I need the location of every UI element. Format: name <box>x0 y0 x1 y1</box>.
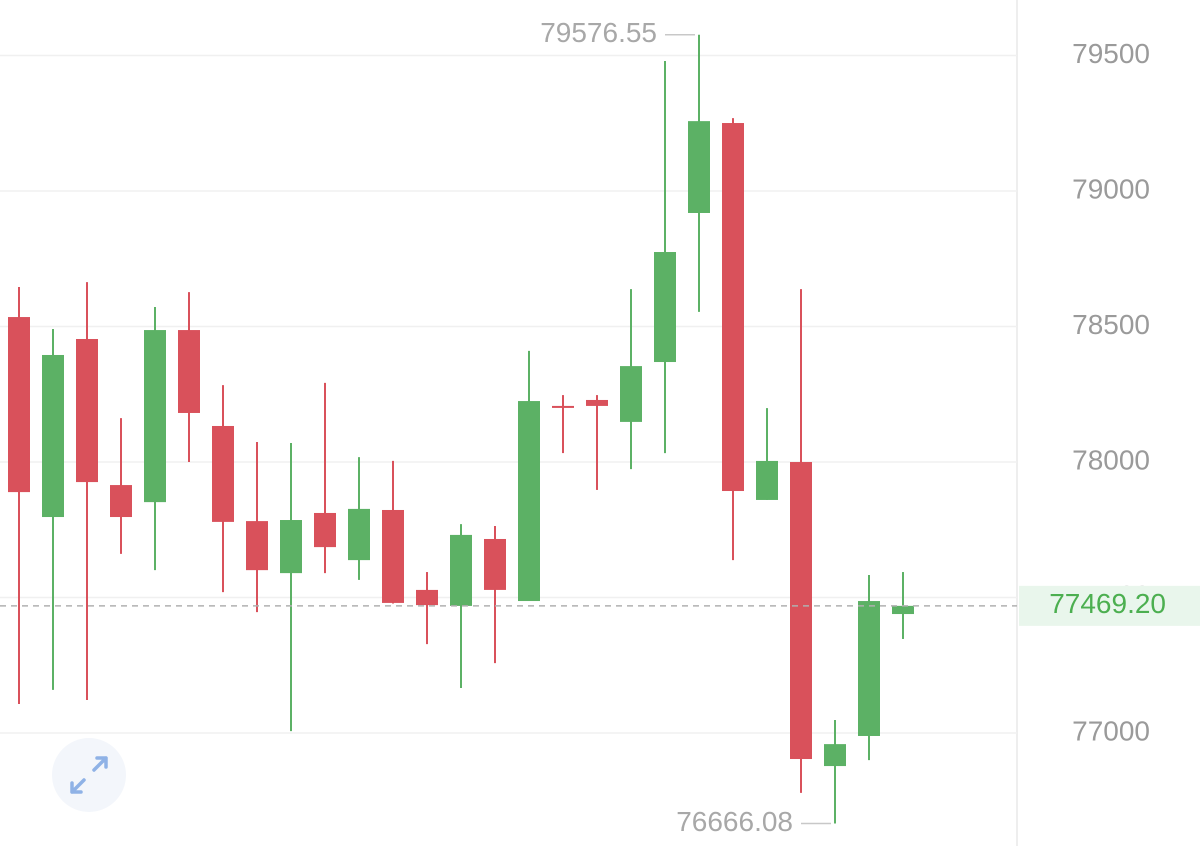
max-label: 79576.55 <box>540 17 657 48</box>
last-price-badge <box>1019 585 1200 626</box>
candle-body <box>110 485 132 518</box>
candle-body <box>586 399 608 406</box>
candle-body <box>756 460 778 500</box>
last-price-label: 77469.20 <box>1049 588 1166 619</box>
candle-body <box>314 512 336 548</box>
candle-body <box>790 462 812 760</box>
candle-body <box>42 354 64 518</box>
candle-body <box>722 123 744 492</box>
candle-body <box>450 534 472 606</box>
candle-body <box>858 601 880 736</box>
candle-body <box>416 589 438 606</box>
expand-button[interactable] <box>52 738 126 812</box>
min-label: 76666.08 <box>676 806 793 837</box>
candle-body <box>552 405 574 408</box>
candle-body <box>484 538 506 590</box>
candle-body <box>654 252 676 363</box>
expand-icon <box>70 756 108 794</box>
candle-body <box>688 121 710 213</box>
y-tick-label: 78000 <box>1072 444 1150 475</box>
candle-body <box>144 330 166 503</box>
candle-body <box>280 520 302 574</box>
candle-body <box>246 521 268 571</box>
candle-body <box>178 330 200 413</box>
candle-body <box>824 744 846 767</box>
candle-body <box>348 508 370 561</box>
expand-button-bg <box>52 738 126 812</box>
y-tick-label: 77000 <box>1072 715 1150 746</box>
candle-body <box>518 401 540 602</box>
candle-body <box>620 366 642 422</box>
y-tick-label: 78500 <box>1072 309 1150 340</box>
candle-body <box>8 317 30 493</box>
candle-body <box>212 425 234 522</box>
candle-body <box>892 605 914 615</box>
y-tick-label: 79500 <box>1072 38 1150 69</box>
candle-body <box>76 338 98 483</box>
candle-body <box>382 509 404 603</box>
y-tick-label: 79000 <box>1072 173 1150 204</box>
